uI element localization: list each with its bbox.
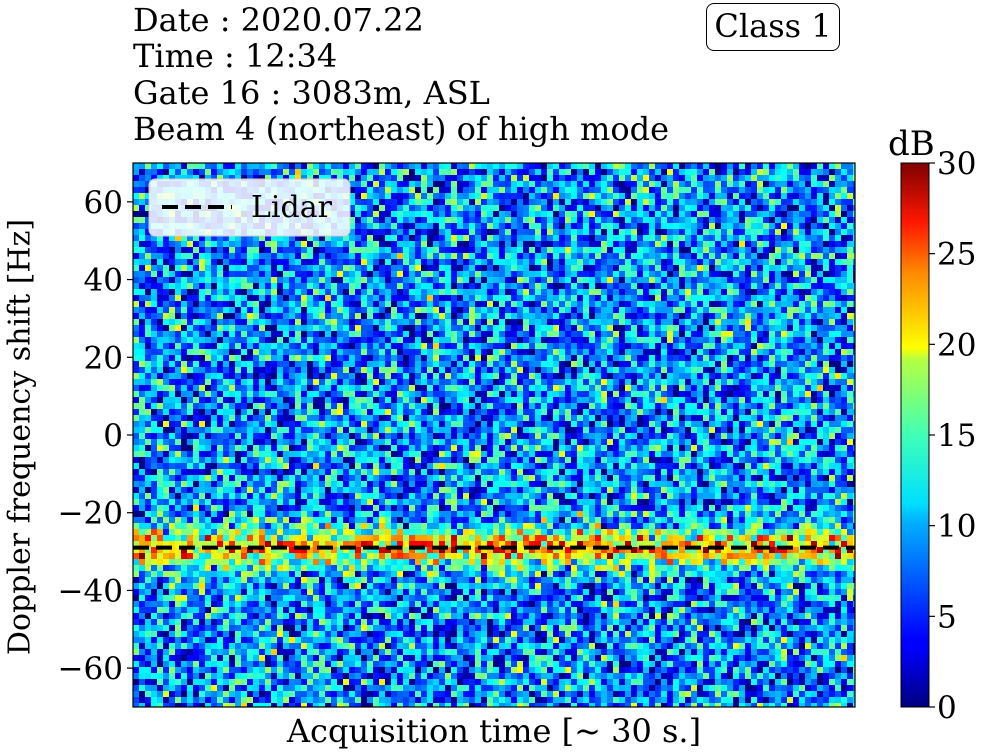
colorbar-tick-label: 30 (937, 146, 976, 182)
time-label: Time : 12:34 (133, 37, 338, 75)
colorbar-unit-label: dB (888, 124, 935, 164)
date-label: Date : 2020.07.22 (133, 1, 424, 39)
y-tick-label: −40 (58, 573, 123, 609)
legend: Lidar (148, 178, 351, 237)
colorbar-tick-label: 15 (937, 418, 976, 454)
legend-label: Lidar (251, 190, 333, 225)
legend-box (148, 178, 351, 237)
y-axis-ticks: 60 40 20 0 −20 −40 −60 (58, 185, 133, 687)
beam-label: Beam 4 (northeast) of high mode (133, 110, 670, 148)
y-tick-label: 60 (84, 185, 123, 221)
y-tick-label: 20 (84, 340, 123, 376)
y-tick-label: 0 (103, 418, 123, 454)
y-tick-label: 40 (84, 263, 123, 299)
colorbar: 0 5 10 15 20 25 30 (900, 146, 976, 726)
x-axis-label: Acquisition time [~ 30 s.] (286, 712, 702, 750)
colorbar-tick-label: 20 (937, 327, 976, 363)
colorbar-tick-label: 0 (937, 690, 957, 726)
class-badge: Class 1 (706, 3, 840, 51)
colorbar-tick-label: 10 (937, 509, 976, 545)
y-tick-label: −20 (58, 496, 123, 532)
y-axis-label: Doppler frequency shift [Hz] (2, 218, 38, 656)
y-tick-label: −60 (58, 651, 123, 687)
colorbar-tick-label: 25 (937, 237, 976, 273)
spectrogram-heatmap (133, 163, 855, 707)
colorbar-gradient (900, 162, 930, 708)
colorbar-tick-label: 5 (937, 599, 957, 635)
gate-label: Gate 16 : 3083m, ASL (133, 74, 490, 112)
